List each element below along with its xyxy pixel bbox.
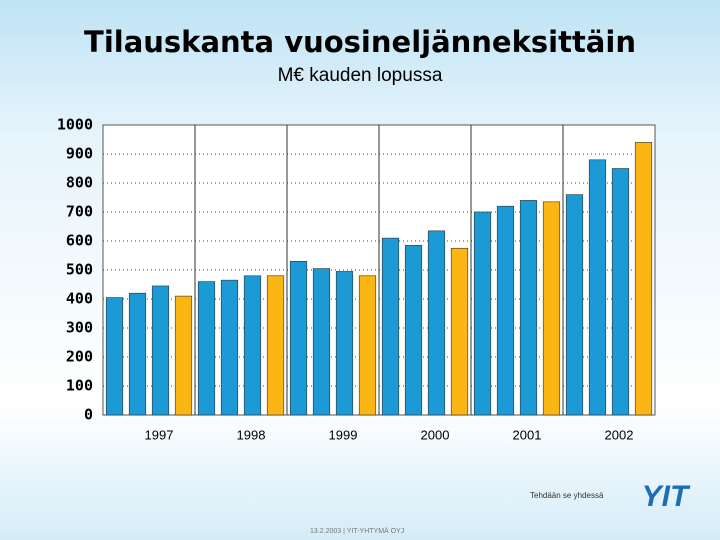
group-label: 2001 [513,427,542,442]
y-tick-label: 0 [84,406,93,424]
footer: 13.2.2003 | YIT-YHTYMÄ OYJ [310,527,404,535]
bar [174,295,193,416]
y-tick-label: 100 [66,377,93,395]
bar [381,237,400,416]
chart-title: Tilauskanta vuosineljänneksittäin [84,25,636,59]
group-label: 1998 [237,427,266,442]
bar [105,297,124,416]
bar [634,142,653,416]
bar [450,247,469,416]
group-label: 2002 [605,427,634,442]
group-label: 2000 [421,427,450,442]
bar [243,275,262,416]
bar [473,211,492,416]
bar [151,285,170,416]
y-tick-label: 1000 [57,116,93,134]
bar [358,275,377,416]
bar [565,194,584,416]
bar [197,281,216,416]
bar [611,168,630,416]
bar [289,260,308,416]
bar [404,245,423,416]
group-label: 1997 [145,427,174,442]
y-tick-label: 700 [66,203,93,221]
group-label: 1999 [329,427,358,442]
chart-subtitle: M€ kauden lopussa [278,65,443,86]
y-tick-label: 200 [66,348,93,366]
tagline: Tehdään se yhdessä [530,491,604,500]
y-tick-label: 800 [66,174,93,192]
bar [427,230,446,416]
bar [312,268,331,416]
bar [496,205,515,416]
y-tick-label: 600 [66,232,93,250]
y-tick-label: 500 [66,261,93,279]
y-tick-label: 900 [66,145,93,163]
bar [266,275,285,416]
bar [588,159,607,416]
bar [335,271,354,416]
y-tick-label: 300 [66,319,93,337]
y-tick-label: 400 [66,290,93,308]
bar [542,201,561,416]
bar [220,279,239,416]
bar [128,292,147,416]
chart: 0 100 200 300 400 500 600 700 800 900 1000 1997 1998… [57,116,655,442]
bar [519,200,538,416]
logo: YIT [642,480,691,513]
